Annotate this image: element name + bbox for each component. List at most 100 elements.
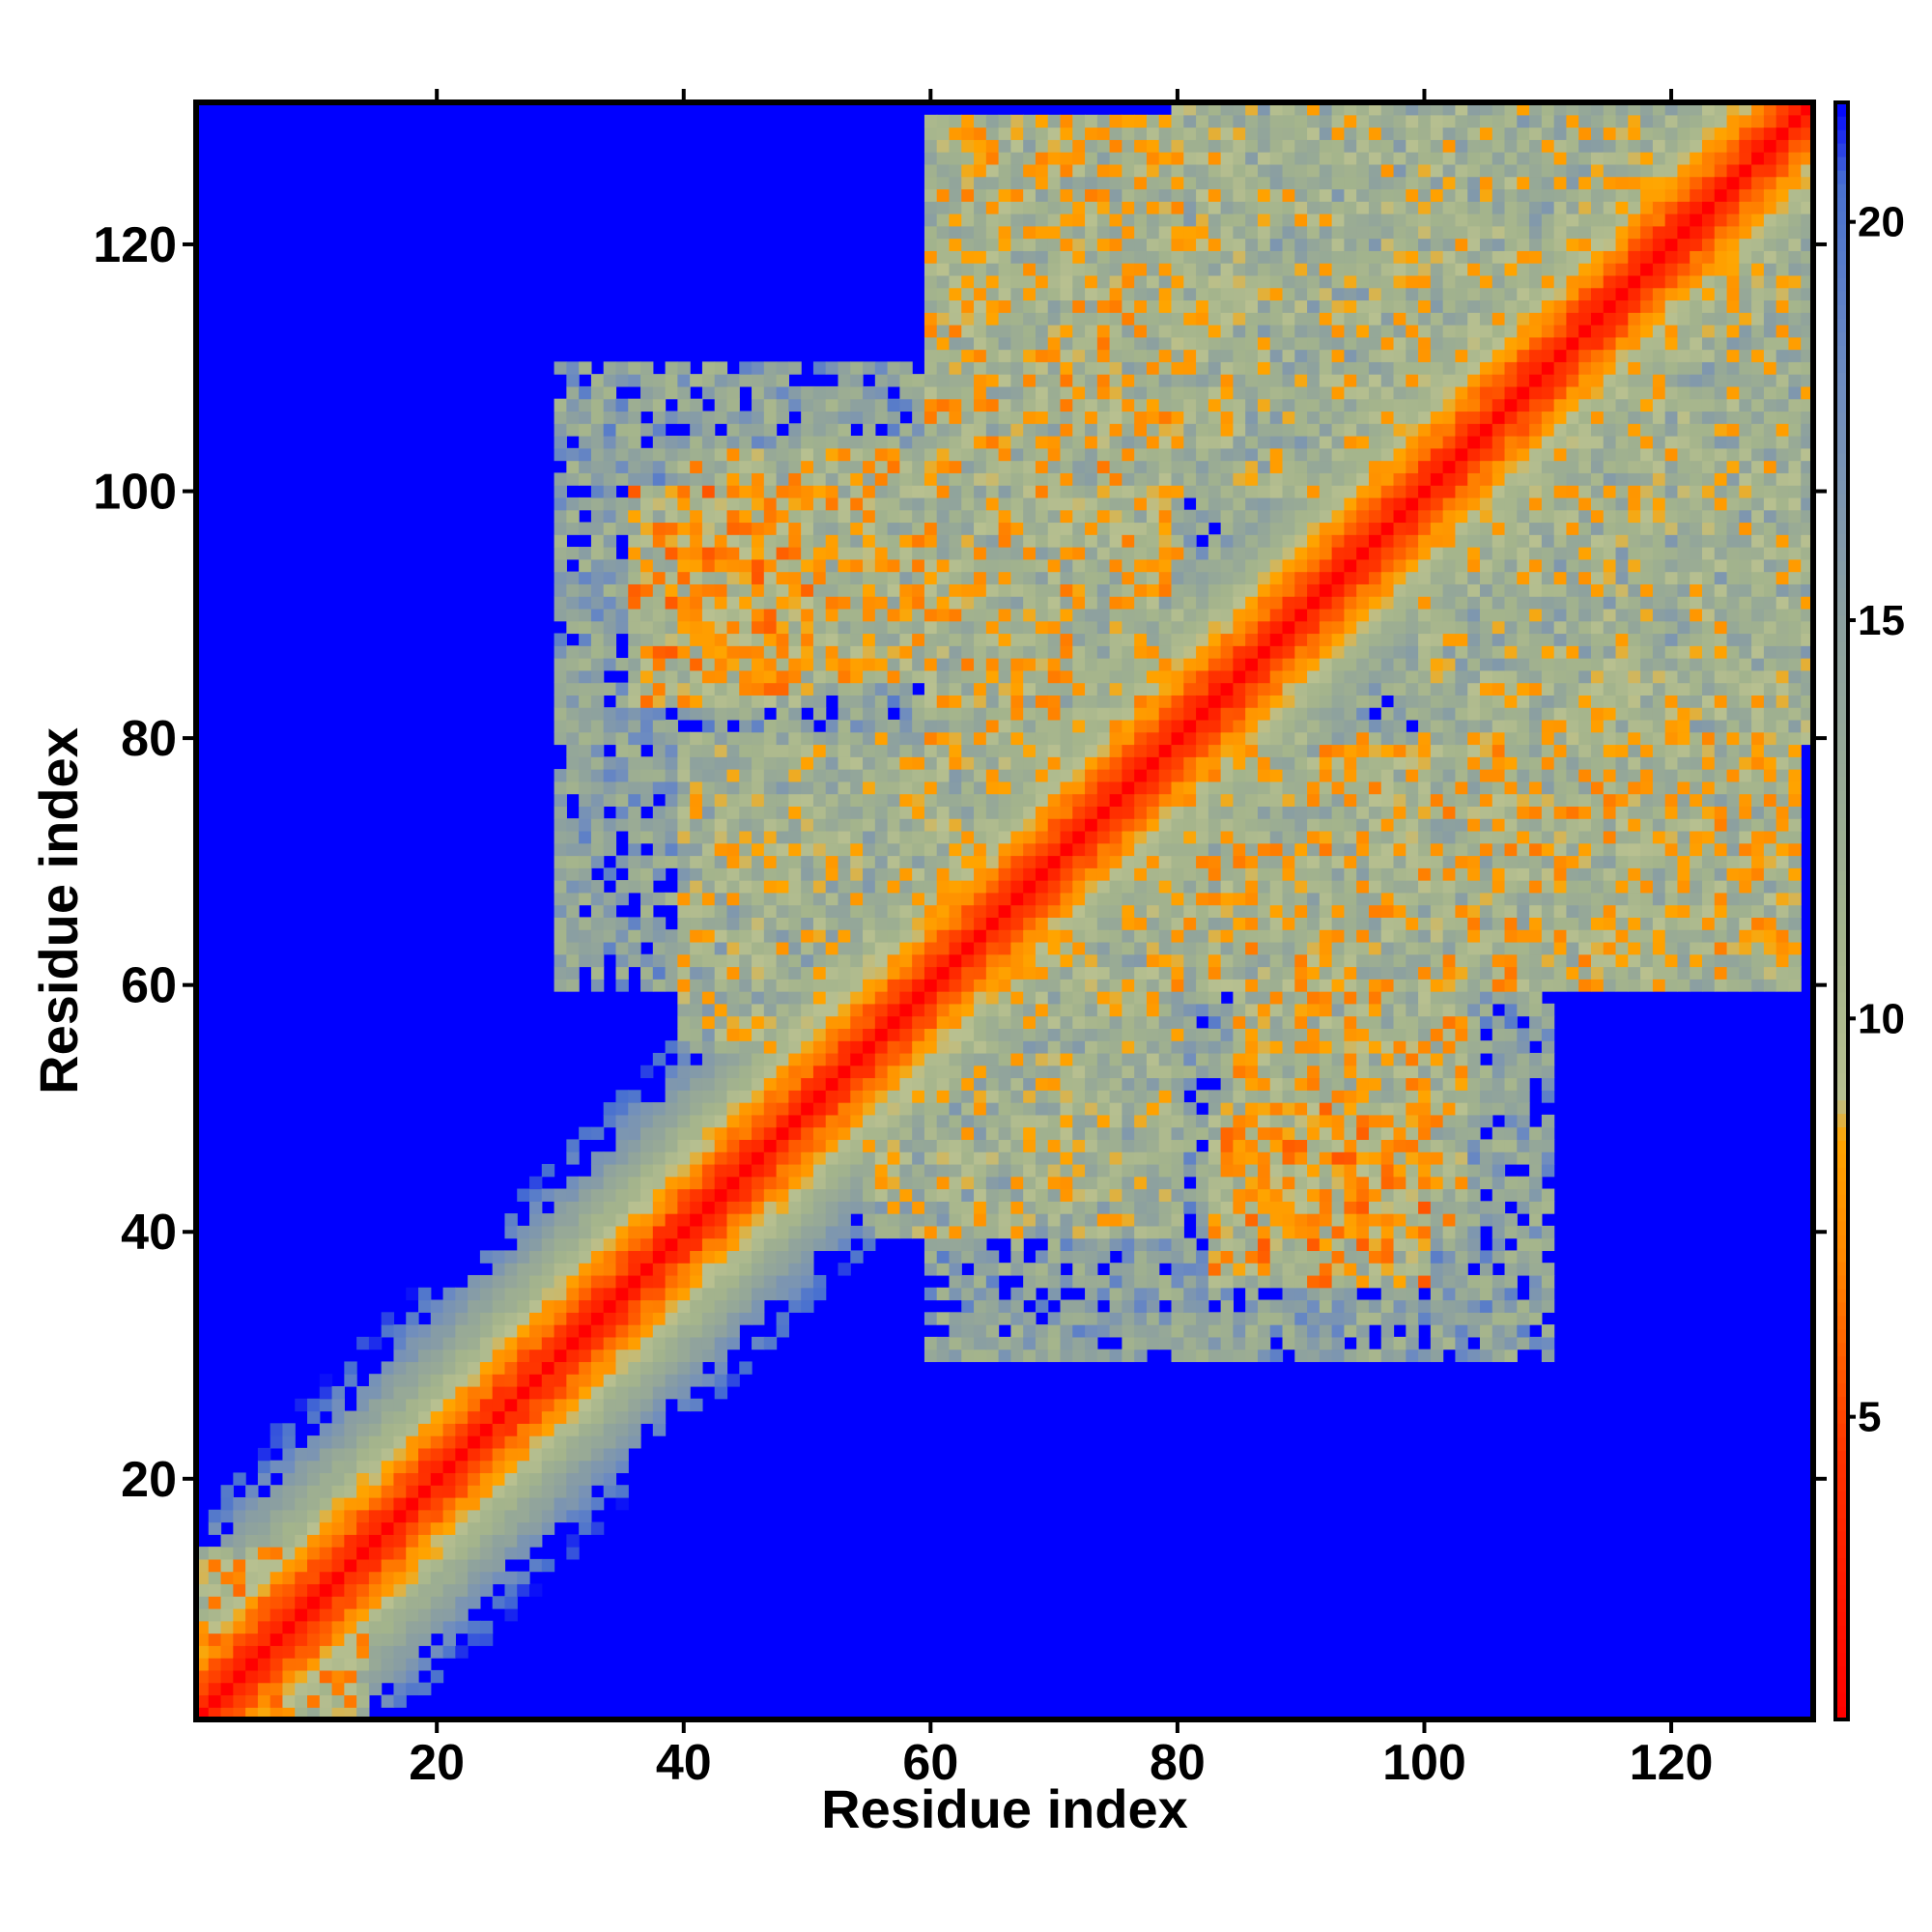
- heatmap-cell: [825, 1077, 839, 1091]
- heatmap-cell: [1269, 1225, 1284, 1239]
- heatmap-cell: [887, 1126, 900, 1141]
- heatmap-cell: [1788, 953, 1802, 968]
- heatmap-cell: [812, 1003, 827, 1017]
- heatmap-cell: [899, 781, 913, 795]
- heatmap-cell: [923, 188, 938, 202]
- heatmap-cell: [923, 1015, 938, 1029]
- heatmap-cell: [912, 830, 925, 844]
- heatmap-cell: [923, 423, 938, 437]
- heatmap-cell: [1479, 1003, 1493, 1017]
- heatmap-cell: [763, 867, 778, 881]
- heatmap-cell: [541, 1410, 555, 1424]
- heatmap-cell: [726, 547, 740, 560]
- heatmap-cell: [726, 436, 740, 449]
- heatmap-cell: [801, 682, 814, 696]
- heatmap-cell: [603, 867, 617, 881]
- heatmap-cell: [850, 1188, 864, 1202]
- heatmap-cell: [801, 1287, 814, 1301]
- heatmap-cell: [1467, 1213, 1481, 1227]
- heatmap-cell: [812, 1052, 827, 1066]
- heatmap-cell: [1196, 1151, 1209, 1165]
- heatmap-cell: [923, 1213, 938, 1227]
- heatmap-cell: [1541, 1126, 1555, 1141]
- heatmap-cell: [368, 1682, 383, 1696]
- heatmap-cell: [1529, 1003, 1543, 1017]
- heatmap-cell: [974, 1065, 987, 1079]
- heatmap-cell: [690, 1324, 703, 1338]
- heatmap-cell: [701, 460, 716, 473]
- heatmap-cell: [825, 522, 839, 535]
- heatmap-cell: [615, 1336, 629, 1350]
- heatmap-cell: [1010, 1188, 1024, 1202]
- heatmap-cell: [1307, 1015, 1321, 1029]
- heatmap-cell: [690, 398, 703, 412]
- heatmap-cell: [874, 867, 889, 881]
- heatmap-cell: [529, 1558, 543, 1573]
- heatmap-cell: [923, 1102, 938, 1116]
- heatmap-cell: [1517, 1237, 1530, 1252]
- heatmap-cell: [282, 1496, 296, 1511]
- heatmap-cell: [1085, 1176, 1098, 1190]
- heatmap-cell: [282, 1658, 296, 1671]
- heatmap-cell: [603, 1263, 617, 1276]
- heatmap-cell: [1085, 1015, 1098, 1029]
- heatmap-cell: [949, 658, 962, 671]
- heatmap-cell: [812, 830, 827, 844]
- heatmap-cell: [985, 1213, 1000, 1227]
- heatmap-cell: [812, 904, 827, 918]
- heatmap-cell: [899, 583, 913, 597]
- heatmap-cell: [1072, 1299, 1086, 1313]
- heatmap-cell: [1356, 1028, 1370, 1041]
- heatmap-cell: [874, 436, 889, 449]
- heatmap-cell: [1134, 1312, 1148, 1325]
- heatmap-cell: [208, 1607, 222, 1622]
- heatmap-cell: [307, 1571, 321, 1585]
- heatmap-cell: [1430, 1003, 1444, 1017]
- heatmap-cell: [1307, 1090, 1321, 1103]
- heatmap-cell: [1331, 1052, 1346, 1066]
- heatmap-cell: [701, 929, 716, 943]
- heatmap-cell: [579, 1521, 592, 1535]
- heatmap-cell: [714, 472, 728, 486]
- heatmap-cell: [1134, 1336, 1148, 1350]
- heatmap-cell: [517, 1460, 530, 1474]
- heatmap-cell: [566, 1435, 580, 1449]
- heatmap-cell: [1109, 1040, 1122, 1054]
- heatmap-cell: [517, 1447, 530, 1462]
- heatmap-cell: [603, 830, 617, 844]
- heatmap-cell: [652, 398, 667, 412]
- heatmap-cell: [690, 1139, 703, 1152]
- heatmap-cell: [850, 460, 864, 473]
- heatmap-cell: [1010, 1287, 1024, 1301]
- heatmap-cell: [1134, 1225, 1148, 1239]
- heatmap-cell: [1307, 1312, 1321, 1325]
- heatmap-cell: [1418, 991, 1432, 1005]
- heatmap-cell: [418, 1349, 432, 1363]
- heatmap-cell: [899, 385, 913, 400]
- heatmap-cell: [912, 1151, 925, 1165]
- heatmap-cell: [1517, 1126, 1530, 1141]
- heatmap-cell: [1418, 1349, 1432, 1363]
- heatmap-cell: [554, 1287, 567, 1301]
- heatmap-cell: [1331, 1139, 1346, 1152]
- heatmap-cell: [936, 114, 951, 128]
- heatmap-cell: [307, 1435, 321, 1449]
- heatmap-cell: [936, 1065, 951, 1079]
- heatmap-cell: [406, 1571, 419, 1585]
- heatmap-cell: [615, 1299, 629, 1313]
- heatmap-cell: [1035, 966, 1049, 980]
- heatmap-cell: [677, 1040, 691, 1054]
- heatmap-cell: [1393, 1213, 1406, 1227]
- heatmap-cell: [590, 497, 605, 511]
- heatmap-cell: [1183, 1349, 1197, 1363]
- heatmap-cell: [812, 892, 827, 906]
- heatmap-cell: [1109, 1028, 1122, 1041]
- heatmap-cell: [1517, 1312, 1530, 1325]
- heatmap-cell: [949, 1003, 962, 1017]
- heatmap-cell: [1319, 1139, 1333, 1152]
- heatmap-cell: [603, 374, 617, 387]
- heatmap-cell: [961, 867, 975, 881]
- heatmap-cell: [739, 707, 753, 721]
- heatmap-cell: [788, 1065, 802, 1079]
- heatmap-cell: [579, 793, 592, 807]
